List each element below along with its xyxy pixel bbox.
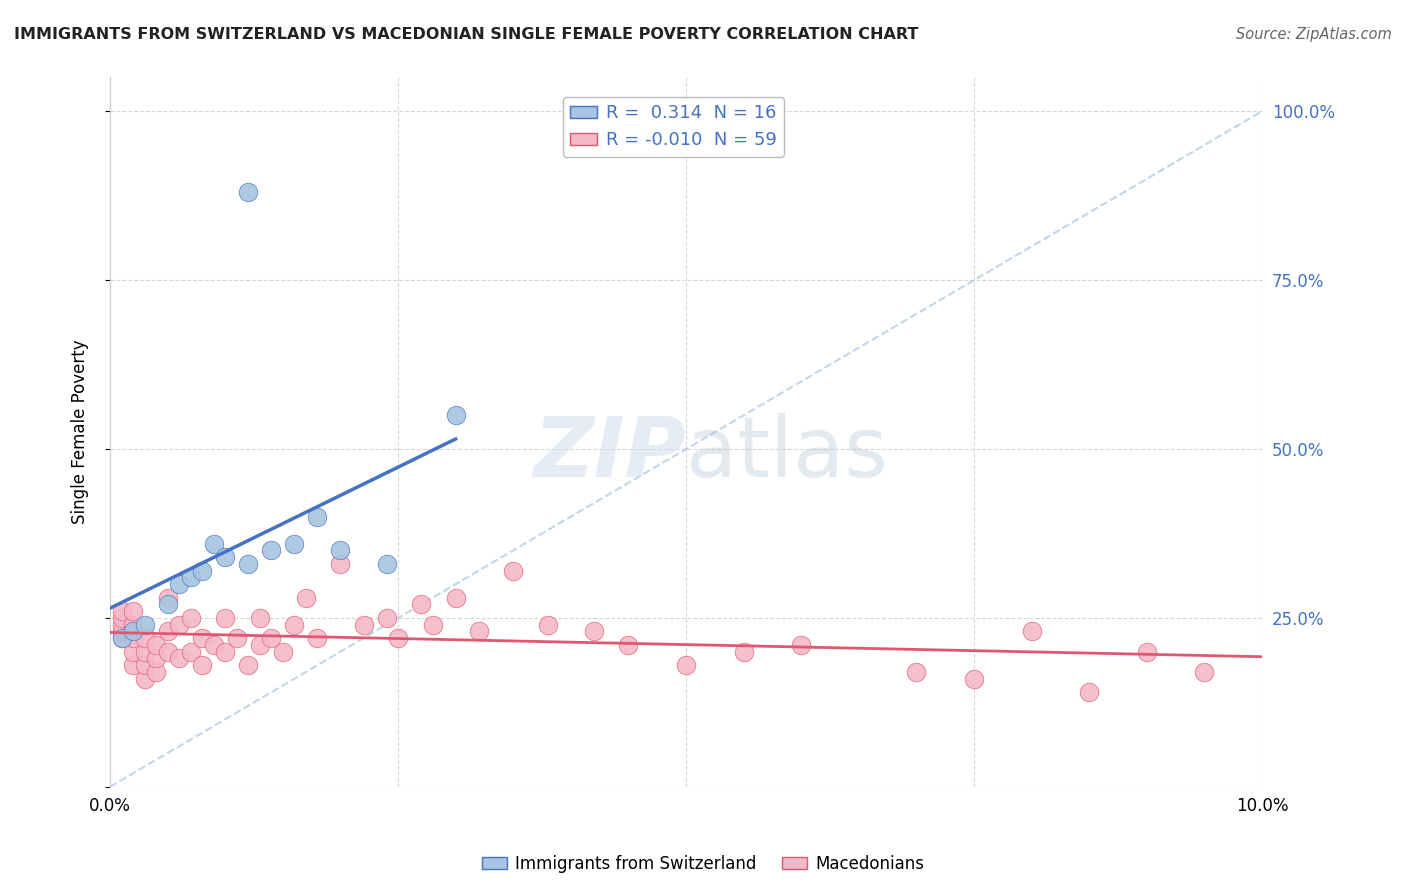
Point <box>122 624 145 639</box>
Point <box>375 611 398 625</box>
Point <box>167 617 190 632</box>
Point <box>122 645 145 659</box>
Point <box>156 591 179 605</box>
Point <box>180 645 202 659</box>
Point <box>191 564 214 578</box>
Point <box>295 591 318 605</box>
Point <box>260 631 283 645</box>
Point <box>156 598 179 612</box>
Point <box>122 604 145 618</box>
Point <box>307 509 329 524</box>
Point <box>375 557 398 571</box>
Point <box>422 617 444 632</box>
Point <box>411 598 433 612</box>
Point <box>122 658 145 673</box>
Point <box>307 631 329 645</box>
Point <box>617 638 640 652</box>
Point <box>134 645 156 659</box>
Point <box>1194 665 1216 679</box>
Point <box>110 624 132 639</box>
Point <box>905 665 928 679</box>
Point <box>134 631 156 645</box>
Point <box>467 624 489 639</box>
Point <box>249 638 271 652</box>
Point <box>675 658 697 673</box>
Point <box>156 645 179 659</box>
Point <box>502 564 524 578</box>
Point <box>145 638 167 652</box>
Point <box>122 617 145 632</box>
Point <box>733 645 755 659</box>
Point <box>191 658 214 673</box>
Point <box>122 631 145 645</box>
Point <box>110 631 132 645</box>
Point <box>180 611 202 625</box>
Point <box>110 631 132 645</box>
Point <box>202 536 225 550</box>
Point <box>110 604 132 618</box>
Point <box>110 611 132 625</box>
Point <box>537 617 560 632</box>
Point <box>145 651 167 665</box>
Point <box>238 658 260 673</box>
Point <box>283 536 305 550</box>
Point <box>283 617 305 632</box>
Point <box>134 658 156 673</box>
Point <box>444 591 467 605</box>
Point <box>582 624 605 639</box>
Point <box>353 617 375 632</box>
Point <box>329 543 352 558</box>
Point <box>167 577 190 591</box>
Point <box>191 631 214 645</box>
Point <box>110 617 132 632</box>
Point <box>202 638 225 652</box>
Point <box>156 624 179 639</box>
Point <box>1078 685 1101 699</box>
Point <box>963 672 986 686</box>
Text: Source: ZipAtlas.com: Source: ZipAtlas.com <box>1236 27 1392 42</box>
Point <box>271 645 294 659</box>
Y-axis label: Single Female Poverty: Single Female Poverty <box>72 340 89 524</box>
Point <box>329 557 352 571</box>
Legend: Immigrants from Switzerland, Macedonians: Immigrants from Switzerland, Macedonians <box>475 848 931 880</box>
Point <box>214 550 236 565</box>
Point <box>167 651 190 665</box>
Point <box>214 611 236 625</box>
Point <box>790 638 813 652</box>
Point <box>238 557 260 571</box>
Point <box>1136 645 1159 659</box>
Point <box>1021 624 1043 639</box>
Point <box>180 570 202 584</box>
Point <box>260 543 283 558</box>
Legend: R =  0.314  N = 16, R = -0.010  N = 59: R = 0.314 N = 16, R = -0.010 N = 59 <box>562 97 785 157</box>
Text: atlas: atlas <box>686 413 887 494</box>
Point <box>387 631 409 645</box>
Point <box>238 186 260 200</box>
Text: IMMIGRANTS FROM SWITZERLAND VS MACEDONIAN SINGLE FEMALE POVERTY CORRELATION CHAR: IMMIGRANTS FROM SWITZERLAND VS MACEDONIA… <box>14 27 918 42</box>
Point <box>225 631 247 645</box>
Point <box>145 665 167 679</box>
Point <box>134 617 156 632</box>
Point <box>249 611 271 625</box>
Point <box>134 672 156 686</box>
Point <box>214 645 236 659</box>
Point <box>444 409 467 423</box>
Text: ZIP: ZIP <box>533 413 686 494</box>
